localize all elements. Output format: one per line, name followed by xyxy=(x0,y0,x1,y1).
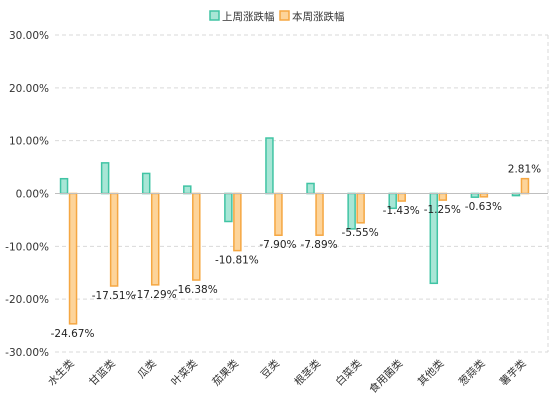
bar-this-week xyxy=(109,192,119,287)
bar-this-week xyxy=(68,192,78,325)
x-tick-label: 豆类 xyxy=(258,357,282,381)
data-label-this-week: -16.38% xyxy=(174,284,218,296)
bar-this-week xyxy=(233,192,242,252)
bar-this-week xyxy=(315,192,324,236)
bar-last-week xyxy=(265,137,274,195)
data-label-this-week: 2.81% xyxy=(508,164,541,176)
x-tick-label: 葱蒜类 xyxy=(456,357,488,389)
y-tick-label: 20.00% xyxy=(9,83,49,95)
x-tick-label: 其他类 xyxy=(415,357,447,389)
bar-last-week xyxy=(470,192,480,198)
bar-last-week xyxy=(59,177,69,195)
bar-this-week xyxy=(274,192,283,236)
bar-this-week xyxy=(192,192,201,281)
data-label-this-week: -0.63% xyxy=(465,201,502,213)
y-tick-label: 10.00% xyxy=(9,136,49,148)
data-label-this-week: -24.67% xyxy=(51,328,95,340)
legend-swatch-last-week xyxy=(209,10,220,21)
bar-last-week xyxy=(347,192,356,230)
y-tick-label: 30.00% xyxy=(9,30,49,42)
x-tick-label: 根茎类 xyxy=(292,357,324,389)
data-label-this-week: -5.55% xyxy=(342,227,379,239)
x-tick-label: 叶菜类 xyxy=(168,357,200,389)
legend-swatch-this-week xyxy=(279,10,290,21)
bars: -24.67% -17.51%-17.29%-16.38% -10.81%-7.90… xyxy=(51,137,541,340)
data-label-this-week: -7.89% xyxy=(300,239,337,251)
bar-last-week xyxy=(100,162,110,195)
x-tick-label: 水生类 xyxy=(45,357,77,389)
y-tick-label: -20.00% xyxy=(5,294,49,306)
data-label-this-week: -1.25% xyxy=(424,204,461,216)
data-label-this-week: -17.51% xyxy=(92,290,136,302)
x-tick-label: 薯芋类 xyxy=(497,357,529,389)
y-axis: 30.00% 20.00% 10.00% 0.00% -10.00% -20.00% -30… xyxy=(5,30,49,359)
bar-last-week xyxy=(141,172,151,195)
bar-this-week xyxy=(397,192,406,202)
y-tick-label: -10.00% xyxy=(5,241,49,253)
bar-this-week xyxy=(520,177,530,195)
bar-last-week xyxy=(183,185,192,195)
x-tick-label: 瓜类 xyxy=(135,357,159,381)
data-label-this-week: -17.29% xyxy=(133,289,177,301)
legend: 上周涨跌幅 本周涨跌幅 xyxy=(209,10,345,23)
data-label-this-week: -10.81% xyxy=(215,255,259,267)
legend-label-last-week: 上周涨跌幅 xyxy=(222,10,275,23)
bar-last-week xyxy=(224,192,233,223)
bar-this-week xyxy=(150,192,160,286)
legend-label-this-week: 本周涨跌幅 xyxy=(292,10,345,23)
data-label-this-week: -7.90% xyxy=(259,239,296,251)
x-tick-label: 白菜类 xyxy=(333,357,365,389)
x-tick-label: 甘蓝类 xyxy=(86,357,118,389)
y-tick-label: -30.00% xyxy=(5,347,49,359)
bar-this-week xyxy=(438,192,448,201)
bar-this-week xyxy=(356,192,365,224)
y-tick-label: 0.00% xyxy=(16,189,49,201)
bar-last-week xyxy=(306,182,315,195)
data-label-this-week: -1.43% xyxy=(383,205,420,217)
x-tick-label: 食用菌类 xyxy=(366,357,405,396)
x-tick-label: 茄果类 xyxy=(210,357,242,389)
